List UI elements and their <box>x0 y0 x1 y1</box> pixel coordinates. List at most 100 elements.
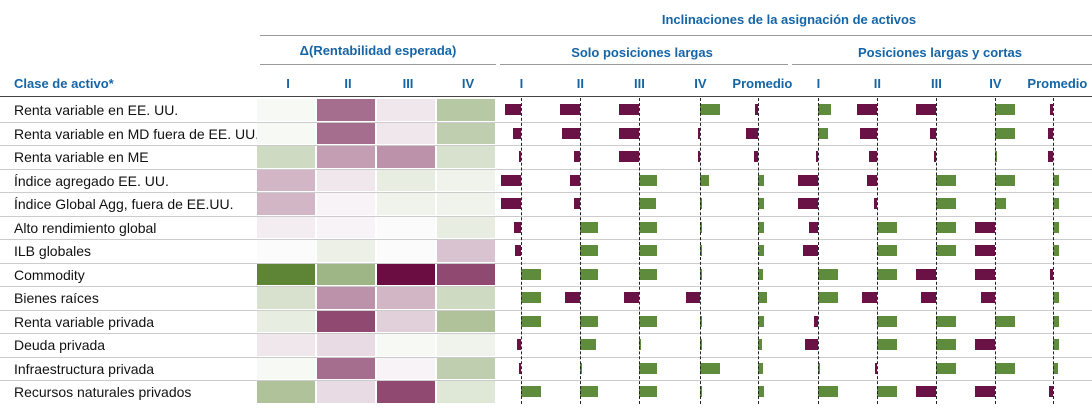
long-only-bar <box>698 151 700 163</box>
row-label: Renta variable en ME <box>14 149 149 165</box>
long-only-bar <box>521 315 541 327</box>
long-only-bar <box>700 315 702 327</box>
heat-cell <box>437 146 495 168</box>
column-header-long-short-1: I <box>816 76 821 91</box>
heat-cell <box>317 263 375 285</box>
long-only-bar <box>619 104 639 116</box>
title-rule <box>260 35 1092 36</box>
heat-cell <box>437 310 495 332</box>
long-short-bar <box>1053 174 1059 186</box>
heat-cell <box>437 122 495 144</box>
heat-cell <box>317 287 375 309</box>
zero-axis-line <box>700 98 701 404</box>
row-separator <box>0 145 1092 146</box>
long-only-bar <box>580 221 598 233</box>
long-short-bar <box>1053 198 1059 210</box>
zero-axis-line <box>877 98 878 404</box>
long-short-bar <box>975 221 995 233</box>
long-only-bar <box>746 127 758 139</box>
long-short-bar <box>936 339 956 351</box>
long-short-bar <box>936 198 956 210</box>
long-short-bar <box>995 174 1015 186</box>
long-only-bar <box>754 151 758 163</box>
long-only-bar <box>570 174 580 186</box>
long-only-bar <box>519 362 521 374</box>
heat-cell <box>377 334 435 356</box>
heat-cell <box>257 216 315 238</box>
long-only-bar <box>624 292 639 304</box>
heat-cell <box>377 193 435 215</box>
long-only-bar <box>758 245 764 257</box>
long-short-bar <box>981 292 995 304</box>
zero-axis-line <box>639 98 640 404</box>
row-separator <box>0 192 1092 193</box>
long-only-bar <box>580 315 598 327</box>
heat-cell <box>377 381 435 403</box>
long-only-bar <box>700 362 720 374</box>
row-label: Alto rendimiento global <box>14 219 157 236</box>
long-only-bar <box>700 245 702 257</box>
row-label: Renta variable en MD fuera de EE. UU. <box>14 125 260 142</box>
long-only-bar <box>580 339 596 351</box>
heat-cell <box>377 99 435 121</box>
heat-cell <box>257 99 315 121</box>
row-separator <box>0 286 1092 287</box>
heat-cell <box>377 357 435 379</box>
zero-axis-line <box>580 98 581 404</box>
row-separator <box>0 309 1092 311</box>
long-only-bar <box>501 174 521 186</box>
heat-cell <box>257 357 315 379</box>
long-short-bar <box>1053 292 1059 304</box>
row-label: Índice Global Agg, fuera de EE.UU. <box>14 196 234 212</box>
long-only-bar <box>698 127 700 139</box>
long-short-bar <box>995 151 997 163</box>
group-rule-long-only <box>500 64 788 65</box>
column-header-long-only-2: II <box>576 76 585 91</box>
long-only-bar <box>639 268 657 280</box>
row-label: Renta variable privada <box>14 313 155 330</box>
column-header-long-only-3: III <box>633 76 645 91</box>
row-label: Deuda privada <box>14 337 106 353</box>
chart-title: Inclinaciones de la asignación de activo… <box>661 12 917 27</box>
heat-cell <box>377 240 435 262</box>
long-short-bar <box>818 104 831 116</box>
group-rule-expected-return <box>260 64 496 65</box>
row-separator <box>0 168 1092 170</box>
row-label: Índice agregado EE. UU. <box>14 172 169 189</box>
long-short-bar <box>877 386 897 398</box>
row-separator <box>0 356 1092 358</box>
heat-cell <box>317 146 375 168</box>
long-short-bar <box>877 339 897 351</box>
long-only-bar <box>758 292 767 304</box>
long-short-bar <box>975 386 995 398</box>
long-only-bar <box>758 198 764 210</box>
column-header-long-short-5: Promedio <box>1027 76 1088 91</box>
heat-cell <box>257 263 315 285</box>
heat-cell <box>437 263 495 285</box>
long-short-bar <box>1048 151 1053 163</box>
heat-cell <box>257 146 315 168</box>
long-short-bar <box>1053 362 1058 374</box>
long-only-bar <box>574 198 580 210</box>
long-only-bar <box>521 292 541 304</box>
heat-cell <box>317 216 375 238</box>
long-short-bar <box>1050 104 1053 116</box>
row-separator <box>0 333 1092 334</box>
long-short-bar <box>975 339 995 351</box>
long-short-bar <box>936 174 956 186</box>
long-short-bar <box>809 221 818 233</box>
long-only-bar <box>619 151 639 163</box>
column-header-long-only-5: Promedio <box>732 76 793 91</box>
long-short-bar <box>1053 245 1059 257</box>
heat-cell <box>317 99 375 121</box>
long-only-bar <box>639 339 641 351</box>
heat-cell <box>437 99 495 121</box>
long-only-bar <box>519 151 521 163</box>
long-only-bar <box>517 339 521 351</box>
long-short-bar <box>936 315 956 327</box>
row-separator <box>0 380 1092 381</box>
column-header-expected-return-3: III <box>402 76 414 91</box>
zero-axis-line <box>936 98 937 404</box>
column-header-long-short-2: II <box>873 76 882 91</box>
heat-cell <box>377 263 435 285</box>
